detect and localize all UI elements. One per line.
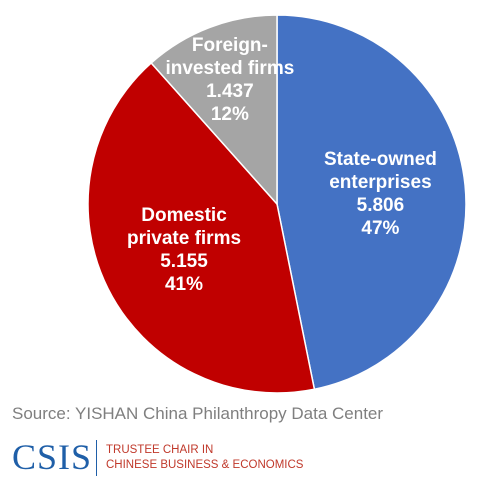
percent-label: 41% — [164, 274, 204, 296]
slice-label: Foreign- invested firms 1.437 12% — [165, 34, 294, 126]
logo-line: TRUSTEE CHAIR IN — [106, 444, 214, 456]
logo-text: CSIS — [12, 437, 93, 477]
logo-line: CHINESE BUSINESS & ECONOMICS — [106, 459, 304, 471]
category-label: Domestic private firms — [126, 205, 242, 250]
percent-label: 47% — [361, 217, 400, 239]
pie-slice — [276, 14, 467, 391]
pie-slice — [150, 14, 278, 206]
category-label: Foreign- invested firms — [165, 35, 295, 80]
category-label: State-owned enterprises — [323, 148, 437, 193]
pie-slice — [87, 61, 316, 394]
value-label: 1.437 — [206, 81, 254, 103]
slice-label: State-owned enterprises 5.806 47% — [324, 148, 437, 240]
value-label: 5.155 — [160, 251, 208, 273]
source-note: Source: YISHAN China Philanthropy Data C… — [12, 404, 384, 423]
percent-label: 12% — [210, 104, 249, 126]
pie-chart — [87, 14, 467, 394]
logo-subtitle: TRUSTEE CHAIR IN CHINESE BUSINESS & ECONO… — [106, 443, 303, 473]
slice-label: Domestic private firms 5.155 41% — [127, 204, 241, 296]
logo-divider — [96, 440, 97, 476]
value-label: 5.806 — [356, 194, 405, 216]
